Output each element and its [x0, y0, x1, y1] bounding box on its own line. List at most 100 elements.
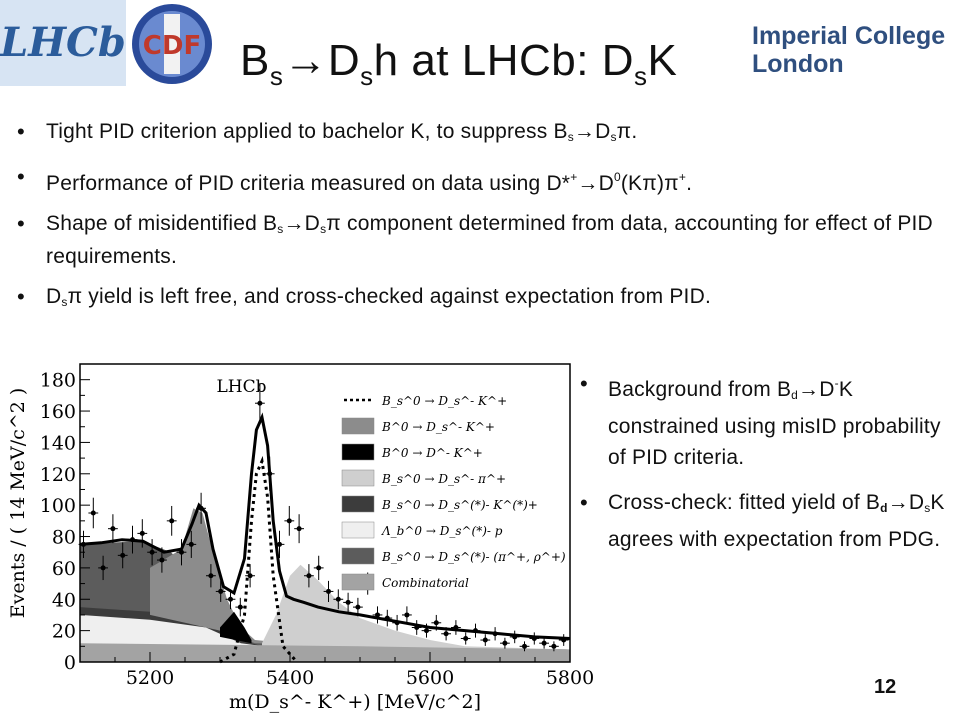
legend-swatch	[341, 573, 375, 591]
data-point	[509, 630, 520, 644]
data-point-marker	[482, 637, 488, 643]
side-bullet-list: Background from Bd→D-K constrained using…	[570, 368, 950, 569]
data-point	[304, 564, 314, 588]
data-point-marker	[179, 549, 184, 555]
bs-dsk-signal-curve	[219, 455, 299, 664]
data-point	[147, 539, 157, 566]
data-point	[323, 580, 334, 602]
slide-title: Bs→Dsh at LHCb: DsK	[240, 36, 678, 91]
data-point-marker	[90, 510, 96, 516]
data-point	[88, 497, 99, 529]
bullet-pid-criterion: Tight PID criterion applied to bachelor …	[0, 118, 960, 151]
data-point	[294, 514, 304, 544]
data-point-marker	[159, 557, 165, 563]
legend-entry: Λ_b^0 → D_s^(*)- p	[341, 521, 503, 539]
legend-entry: B_s^0 → D_s^- π^+	[341, 469, 506, 487]
data-point	[284, 505, 295, 536]
imperial-college-logo: Imperial College London	[752, 22, 958, 78]
x-axis-label: m(D_s^- K^+) [MeV/c^2]	[229, 691, 481, 713]
svg-text:London: London	[752, 50, 844, 78]
data-point	[157, 547, 167, 573]
data-point-marker	[198, 505, 204, 511]
main-bullet-list: Tight PID criterion applied to bachelor …	[0, 118, 960, 328]
y-tick-label: 180	[40, 370, 76, 392]
data-point	[431, 614, 442, 631]
data-point	[519, 641, 530, 652]
data-point-marker	[443, 631, 449, 637]
data-point-marker	[492, 631, 498, 637]
y-tick-label: 60	[52, 558, 76, 580]
data-point-marker	[228, 596, 233, 602]
legend-label: B_s^0 → D_s^(*)- (π^+, ρ^+)	[381, 550, 566, 564]
lhcb-logo: LHCb	[0, 0, 126, 86]
x-tick-label: 5600	[406, 667, 454, 689]
data-point-marker	[404, 612, 410, 618]
data-point-marker	[169, 518, 175, 524]
data-point	[382, 609, 393, 627]
data-point	[402, 606, 412, 624]
data-point-marker	[277, 541, 282, 547]
data-point-marker	[512, 634, 518, 640]
mass-fit-plot: 0 20 40 60 80 100 120 140 160 180 5200 5400 5600 5800…	[0, 348, 600, 720]
component-bs-dspi	[262, 564, 570, 650]
data-point	[392, 614, 402, 631]
y-tick-label: 80	[52, 527, 76, 549]
data-point-marker	[522, 643, 527, 649]
data-point-marker	[149, 549, 155, 555]
legend-label: B_s^0 → D_s^(*)- K^(*)+	[381, 498, 538, 512]
bullet-dspi-yield: Dsπ yield is left free, and cross-checke…	[0, 283, 960, 316]
bullet-bd-background: Background from Bd→D-K constrained using…	[570, 368, 950, 473]
bullet-pid-performance: Performance of PID criteria measured on …	[0, 163, 960, 198]
x-tick-label: 5200	[126, 667, 174, 689]
data-point-marker	[414, 624, 420, 630]
data-point	[500, 637, 510, 649]
data-point	[490, 627, 500, 641]
data-point	[441, 627, 451, 641]
data-point	[421, 623, 432, 638]
data-point-marker	[110, 526, 116, 532]
data-point-marker	[286, 518, 292, 524]
x-tick-label: 5400	[266, 667, 314, 689]
legend-swatch	[341, 521, 375, 539]
x-tick-label: 5800	[546, 667, 594, 689]
data-point	[186, 530, 197, 558]
y-tick-label: 20	[52, 621, 76, 643]
data-point-marker	[424, 628, 429, 634]
data-point-marker	[237, 604, 243, 610]
data-point-marker	[100, 565, 106, 571]
legend-label: B^0 → D^- K^+	[381, 446, 483, 460]
data-point	[264, 456, 275, 491]
y-tick-label: 100	[40, 495, 76, 517]
bullet-misid-shape: Shape of misidentified Bs→Dsπ component …	[0, 210, 960, 271]
legend-entry: Combinatorial	[341, 573, 469, 591]
y-tick-label: 40	[52, 589, 76, 611]
data-point-marker	[335, 596, 341, 602]
chart-title: LHCb	[217, 377, 267, 397]
data-point-marker	[296, 526, 302, 532]
data-point-marker	[247, 573, 253, 579]
data-point	[235, 597, 246, 617]
data-point-marker	[139, 530, 145, 536]
data-point-marker	[463, 635, 469, 641]
data-point	[206, 564, 216, 588]
y-axis-label: Events / ( 14 MeV/c^2 )	[7, 388, 29, 619]
data-point-marker	[81, 541, 86, 547]
data-point-marker	[208, 573, 214, 579]
mass-fit-plot-svg: 0 20 40 60 80 100 120 140 160 180 5200 5400 5600 5800…	[7, 363, 594, 713]
legend-label: Λ_b^0 → D_s^(*)- p	[381, 524, 503, 538]
legend-label: Combinatorial	[382, 576, 469, 590]
data-point-marker	[551, 643, 557, 649]
data-point	[225, 589, 236, 610]
data-point-marker	[267, 471, 273, 477]
legend-label: B_s^0 → D_s^- π^+	[381, 472, 506, 486]
legend-swatch	[341, 443, 375, 461]
legend-label: B_s^0 → D_s^- K^+	[381, 394, 507, 408]
data-point	[353, 597, 363, 617]
data-point-marker	[394, 620, 400, 626]
data-point	[127, 525, 138, 554]
data-point	[98, 555, 108, 581]
data-point-marker	[433, 620, 439, 626]
legend-entry: B_s^0 → D_s^(*)- K^(*)+	[341, 495, 538, 513]
component-bd-dk	[220, 611, 252, 644]
data-point	[215, 580, 226, 602]
